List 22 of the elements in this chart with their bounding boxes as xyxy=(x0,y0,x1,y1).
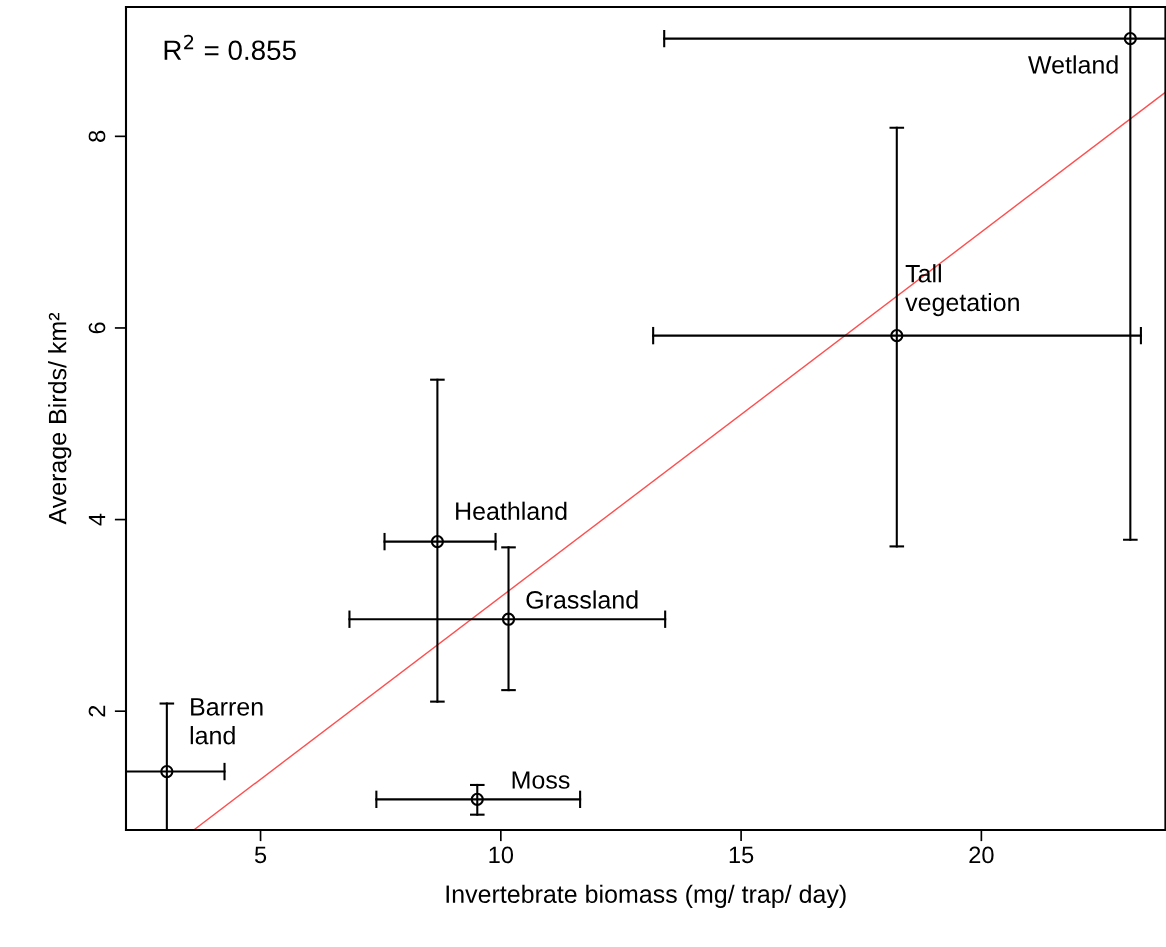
y-tick-label: 2 xyxy=(88,705,106,717)
y-tick-label: 6 xyxy=(88,322,106,334)
x-axis-title: Invertebrate biomass (mg/ trap/ day) xyxy=(446,884,846,908)
point xyxy=(430,535,444,549)
x-tick-label: 20 xyxy=(969,846,994,864)
y-tick-label: 8 xyxy=(88,130,106,142)
y-axis-title: Average Birds/ km² xyxy=(48,312,72,525)
annotation: Heathland xyxy=(456,501,567,521)
annotation: Moss xyxy=(512,771,570,789)
annotation: R$^{2}$ = 0.855 xyxy=(164,34,296,61)
x-tick-label: 15 xyxy=(729,846,754,864)
annotation: Grassland xyxy=(526,590,638,609)
point xyxy=(501,612,516,626)
annotation: Wetland xyxy=(1028,55,1118,74)
x-tick-label: 10 xyxy=(489,846,514,864)
annotation: Barren land xyxy=(190,698,263,745)
x-tick-label: 5 xyxy=(254,846,267,864)
point xyxy=(1123,32,1137,46)
point xyxy=(470,792,484,806)
y-tick-label: 4 xyxy=(88,513,106,526)
point xyxy=(160,764,174,779)
point xyxy=(890,329,904,343)
